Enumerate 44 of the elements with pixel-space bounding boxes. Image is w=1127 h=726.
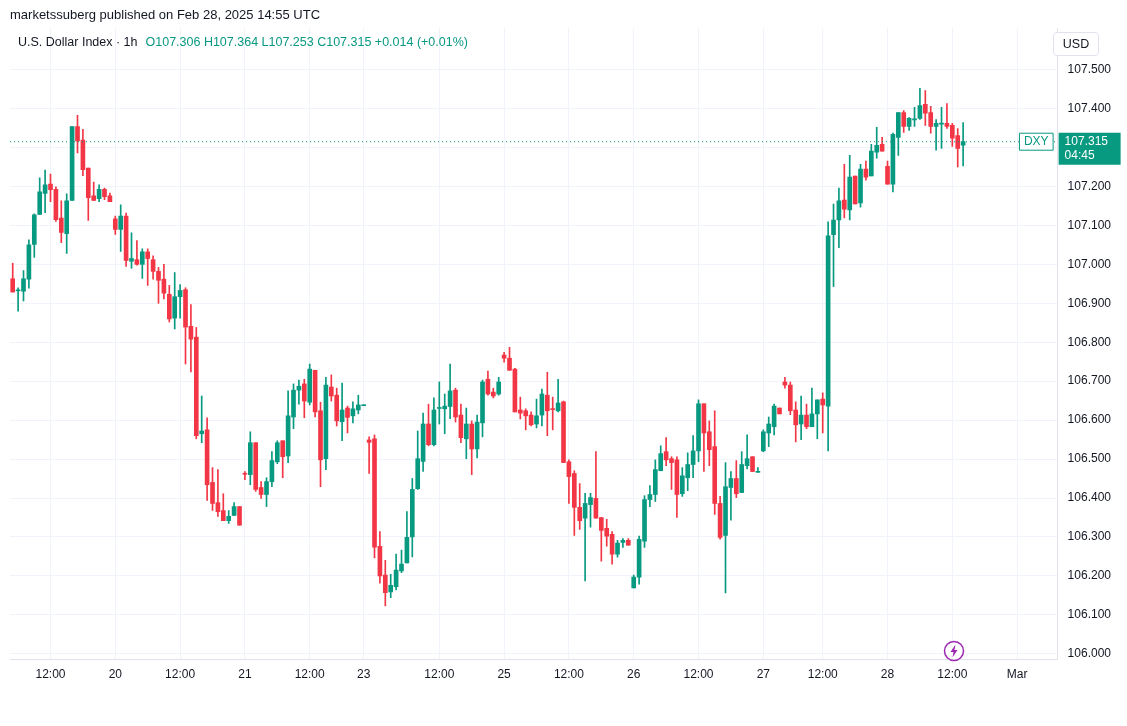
x-tick-label: 28 (880, 667, 895, 682)
x-tick-label: 26 (627, 667, 641, 682)
candlestick (820, 392, 826, 434)
x-tick-label: 21 (238, 667, 252, 682)
y-tick-label: 106.300 (1067, 529, 1112, 544)
y-tick-label: 107.400 (1067, 100, 1112, 115)
x-tick-label: 12:00 (807, 667, 839, 682)
x-tick-label: 20 (108, 667, 123, 682)
candlestick (145, 248, 151, 286)
y-tick-label: 106.100 (1067, 607, 1112, 622)
x-tick-label: Mar (1006, 667, 1028, 682)
x-tick-label: 27 (756, 667, 771, 682)
y-tick-label: 106.700 (1067, 373, 1112, 388)
y-tick-label: 106.800 (1067, 334, 1112, 349)
y-tick-label: 106.900 (1067, 295, 1112, 310)
x-tick-label: 12:00 (35, 667, 66, 682)
x-tick-label: 12:00 (424, 667, 455, 682)
candlestick (841, 163, 847, 219)
text: 04:45 (1064, 148, 1095, 163)
y-tick-label: 107.000 (1067, 256, 1112, 271)
text: USD (1053, 32, 1099, 56)
y-tick-label: 107.200 (1067, 178, 1112, 193)
x-tick-label: 12:00 (553, 667, 585, 682)
y-tick-label: 107.500 (1067, 61, 1112, 76)
x-tick-label: 23 (357, 667, 371, 682)
y-tick-label: 106.600 (1067, 412, 1112, 427)
text: marketssuberg published on Feb 28, 2025 14:55 UTC (10, 7, 321, 22)
y-tick-label: 106.500 (1067, 451, 1112, 466)
x-tick-label: 12:00 (937, 667, 968, 682)
x-tick-label: 25 (497, 667, 512, 682)
text: U.S. Dollar Index · 1h (18, 35, 138, 49)
ref-line-label: DXY (1023, 134, 1049, 149)
y-tick-label: 106.400 (1067, 490, 1112, 505)
text: O107.306 H107.364 L107.253 C107.315 +0.014 (+0.01%) (145, 35, 468, 49)
x-tick-label: 12:00 (294, 667, 326, 682)
y-tick-label: 106.000 (1067, 646, 1112, 661)
x-tick-label: 12:00 (165, 667, 196, 682)
y-tick-label: 106.200 (1067, 568, 1112, 583)
candlestick (134, 240, 140, 266)
text: 107.315 (1064, 134, 1109, 149)
candlestick (199, 395, 205, 444)
candlestick (242, 471, 248, 481)
x-tick-label: 12:00 (683, 667, 714, 682)
y-tick-label: 107.100 (1067, 217, 1112, 232)
